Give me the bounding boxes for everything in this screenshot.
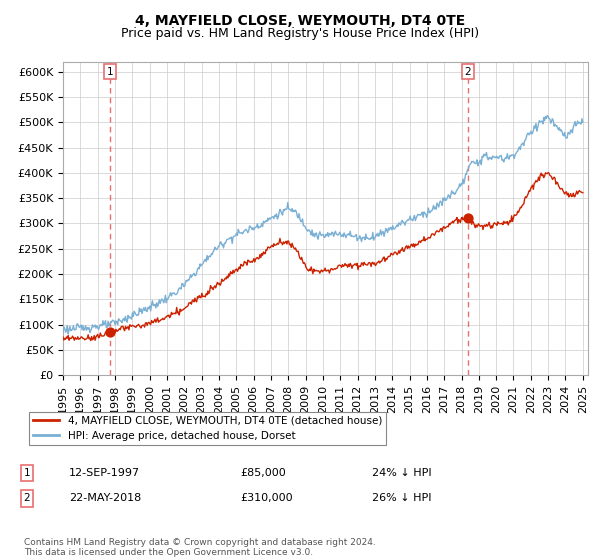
Text: 24% ↓ HPI: 24% ↓ HPI: [372, 468, 431, 478]
Text: 26% ↓ HPI: 26% ↓ HPI: [372, 493, 431, 503]
Text: 2: 2: [23, 493, 31, 503]
Text: Contains HM Land Registry data © Crown copyright and database right 2024.
This d: Contains HM Land Registry data © Crown c…: [24, 538, 376, 557]
Legend: 4, MAYFIELD CLOSE, WEYMOUTH, DT4 0TE (detached house), HPI: Average price, detac: 4, MAYFIELD CLOSE, WEYMOUTH, DT4 0TE (de…: [29, 412, 386, 445]
Text: 1: 1: [23, 468, 31, 478]
Text: 22-MAY-2018: 22-MAY-2018: [69, 493, 141, 503]
Text: £85,000: £85,000: [240, 468, 286, 478]
Text: 1: 1: [107, 67, 113, 77]
Point: [105, 328, 115, 337]
Point: [463, 214, 473, 223]
Text: £310,000: £310,000: [240, 493, 293, 503]
Text: 2: 2: [464, 67, 471, 77]
Text: Price paid vs. HM Land Registry's House Price Index (HPI): Price paid vs. HM Land Registry's House …: [121, 27, 479, 40]
Text: 12-SEP-1997: 12-SEP-1997: [69, 468, 140, 478]
Text: 4, MAYFIELD CLOSE, WEYMOUTH, DT4 0TE: 4, MAYFIELD CLOSE, WEYMOUTH, DT4 0TE: [135, 14, 465, 28]
